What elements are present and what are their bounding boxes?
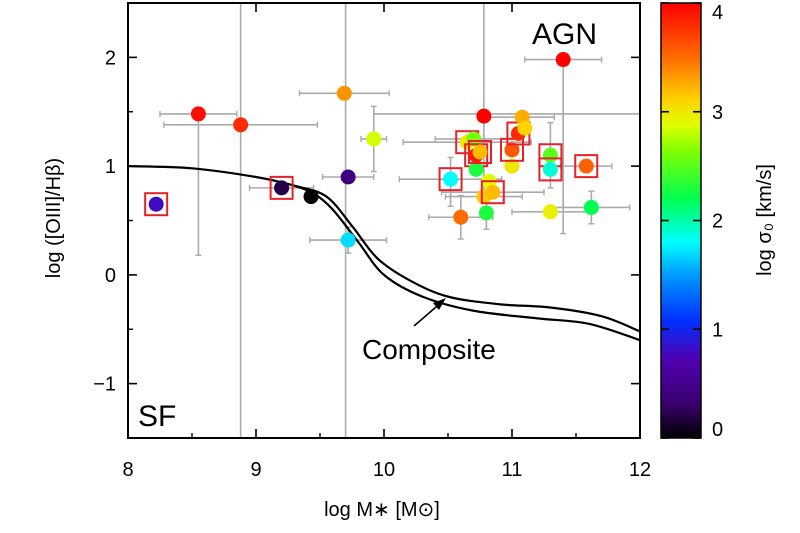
data-point	[148, 196, 164, 212]
x-tick-label: 9	[250, 459, 261, 481]
x-tick-label: 11	[502, 459, 523, 481]
highlight-box	[500, 137, 524, 162]
x-axis-label: log M∗ [M⊙]	[324, 499, 440, 521]
highlight-box	[438, 167, 463, 192]
data-point	[366, 131, 382, 147]
colorbar-tick-label: 1	[712, 319, 723, 341]
colorbar-tick-label: 4	[712, 2, 723, 24]
y-tick-label: 2	[105, 47, 116, 69]
data-point	[476, 108, 492, 124]
data-point	[340, 232, 356, 248]
colorbar-tick-label: 2	[712, 211, 723, 233]
data-point	[478, 205, 494, 221]
data-point	[583, 199, 599, 215]
composite-arrow	[413, 298, 446, 327]
data-point	[190, 106, 206, 122]
data-point	[453, 209, 469, 225]
data-point	[504, 142, 520, 158]
highlight-box	[574, 154, 599, 179]
highlight-box	[144, 192, 169, 217]
highlight-box	[269, 175, 294, 200]
data-point	[542, 204, 558, 220]
demarcation-curve-lower	[293, 184, 641, 342]
colorbar-tick-label: 3	[712, 102, 723, 124]
data-point	[542, 161, 558, 177]
region-label-composite: Composite	[362, 334, 496, 365]
data-point	[578, 158, 594, 174]
data-point	[303, 189, 319, 205]
data-point	[340, 169, 356, 185]
data-point	[542, 147, 558, 163]
data-point	[336, 85, 352, 101]
highlight-box	[468, 139, 492, 164]
y-tick-label: −1	[93, 374, 116, 396]
x-tick-label: 12	[629, 459, 651, 481]
colorbar-tick-label: 0	[712, 419, 723, 441]
error-bars-layer	[159, 3, 640, 438]
region-label-sf: SF	[138, 400, 176, 433]
y-tick-label: 1	[105, 156, 116, 178]
colorbar-label: log σ₀ [km/s]	[754, 164, 776, 276]
demarcation-curve-upper	[127, 165, 641, 333]
data-point	[485, 184, 501, 200]
data-point	[274, 180, 290, 196]
data-point	[233, 117, 249, 133]
colorbar-ticks-layer: 0 1 2 3 4	[661, 2, 723, 441]
highlight-box	[480, 180, 505, 205]
data-point	[504, 158, 520, 174]
y-tick-label: 0	[105, 265, 116, 287]
x-tick-label: 8	[122, 459, 133, 481]
x-tick-label: 10	[373, 459, 395, 481]
data-point	[472, 144, 488, 160]
data-point	[555, 52, 571, 68]
y-axis-label: log ([OIII]/Hβ)	[43, 158, 65, 278]
data-point	[517, 120, 533, 136]
data-points-layer	[144, 52, 599, 248]
region-label-agn: AGN	[532, 18, 597, 51]
data-point	[468, 161, 484, 177]
demarcation-curves-layer	[127, 165, 641, 342]
highlight-box	[538, 157, 563, 182]
data-point	[443, 171, 459, 187]
